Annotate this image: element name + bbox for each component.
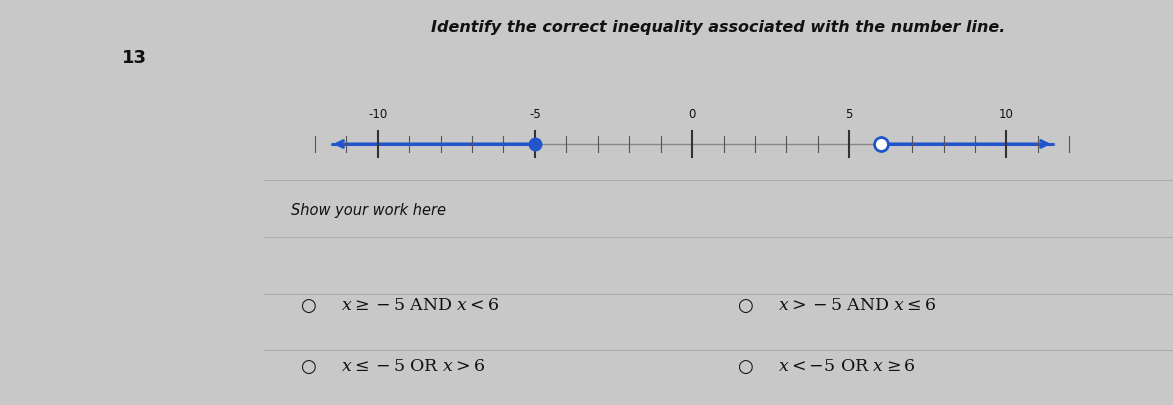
Text: -5: -5 xyxy=(529,108,541,121)
Text: 5: 5 xyxy=(846,108,853,121)
Text: Show your work here: Show your work here xyxy=(291,202,446,217)
Text: ○: ○ xyxy=(737,297,752,315)
Text: ○: ○ xyxy=(737,358,752,375)
Text: $x\leq-5$ OR $x>6$: $x\leq-5$ OR $x>6$ xyxy=(341,358,486,375)
Text: 10: 10 xyxy=(999,108,1013,121)
Text: ○: ○ xyxy=(300,297,316,315)
Text: Identify the correct inequality associated with the number line.: Identify the correct inequality associat… xyxy=(432,20,1005,35)
Text: 13: 13 xyxy=(122,49,148,66)
Text: 0: 0 xyxy=(689,108,696,121)
Text: $x\geq-5$ AND $x<6$: $x\geq-5$ AND $x<6$ xyxy=(341,297,500,314)
Text: ○: ○ xyxy=(300,358,316,375)
Text: $x<-5$ OR $x\geq6$: $x<-5$ OR $x\geq6$ xyxy=(778,358,915,375)
Text: $x>-5$ AND $x\leq6$: $x>-5$ AND $x\leq6$ xyxy=(778,297,936,314)
Text: -10: -10 xyxy=(368,108,387,121)
